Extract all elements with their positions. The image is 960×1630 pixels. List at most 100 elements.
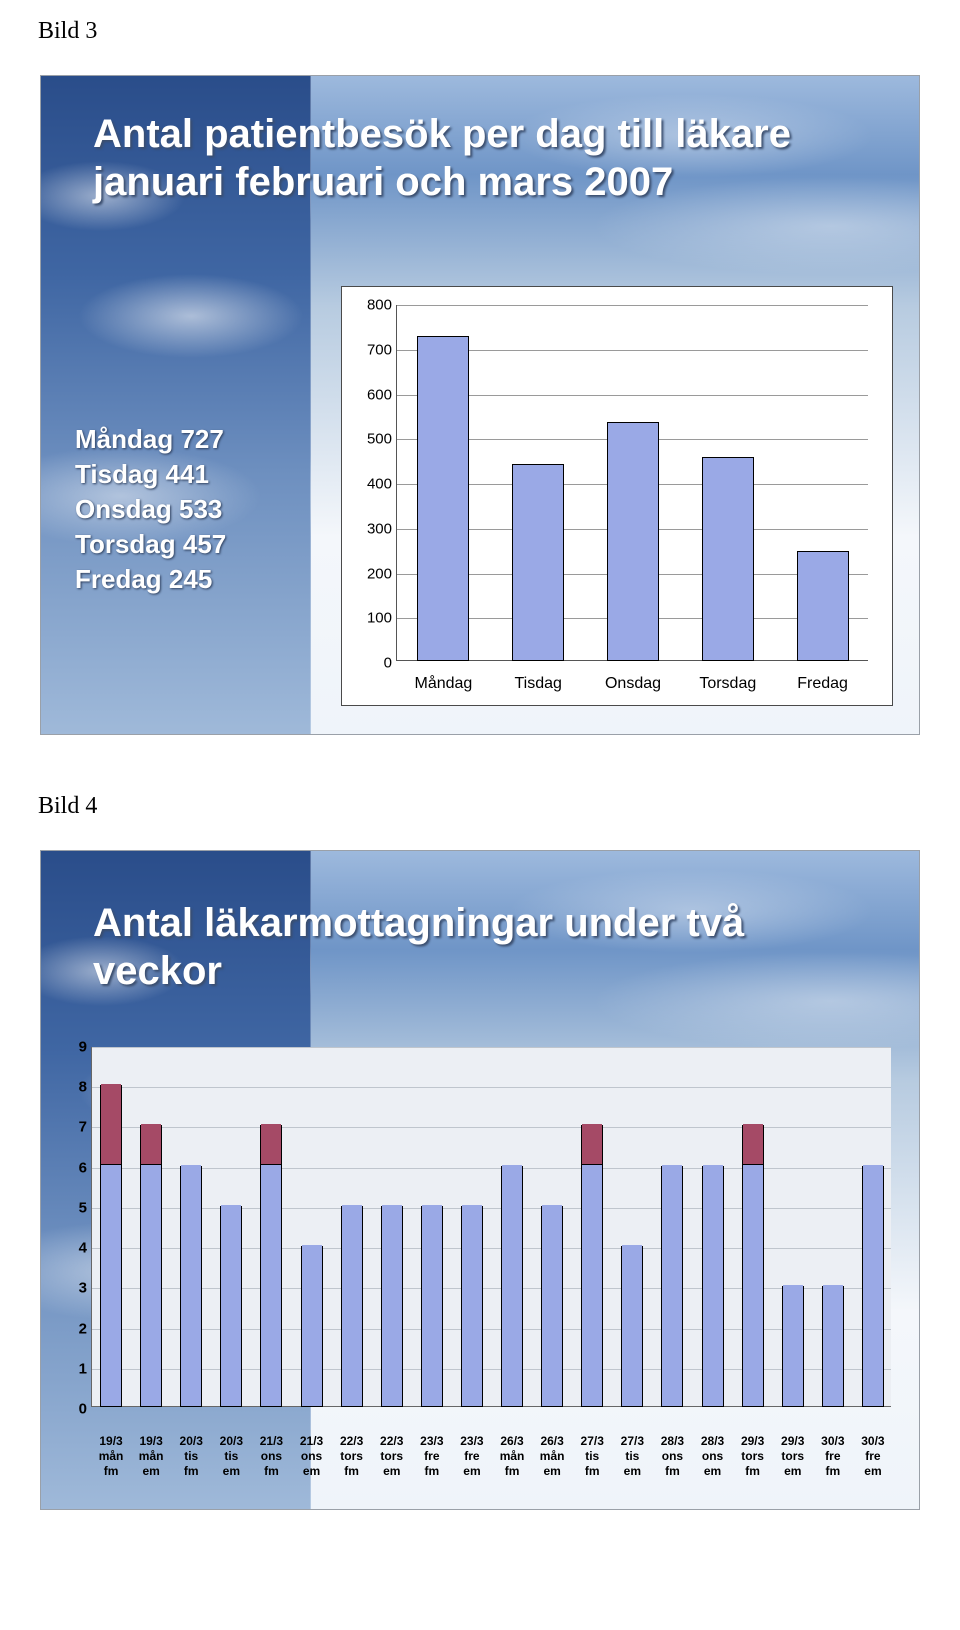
- chart2-bar: [461, 1206, 483, 1407]
- chart2-bar-base-segment: [141, 1165, 161, 1406]
- chart1-bar: [512, 464, 564, 661]
- chart2-xtick-label: 19/3 mån fm: [91, 1434, 131, 1479]
- chart2-xtick-label: 30/3 fre em: [853, 1434, 893, 1479]
- chart2-bar-base-segment: [823, 1285, 843, 1406]
- stat-row: Tisdag 441: [75, 457, 226, 492]
- chart1-bar: [702, 457, 754, 662]
- chart2-ytick-label: 4: [61, 1240, 87, 1257]
- chart2-bar-top-segment: [743, 1124, 763, 1164]
- chart2-xtick-label: 29/3 tors em: [773, 1434, 813, 1479]
- chart1-xtick-label: Onsdag: [586, 675, 681, 693]
- chart1-bar: [797, 551, 849, 661]
- chart2-bar-base-segment: [703, 1165, 723, 1406]
- chart2-bar: [621, 1246, 643, 1407]
- chart2-xtick-label: 23/3 fre em: [452, 1434, 492, 1479]
- chart2-bar-base-segment: [462, 1205, 482, 1406]
- chart2-bar: [301, 1246, 323, 1407]
- chart1-bar: [417, 336, 469, 661]
- chart2-ytick-label: 9: [61, 1039, 87, 1056]
- chart2-xtick-label: 28/3 ons fm: [652, 1434, 692, 1479]
- chart2-bar: [140, 1125, 162, 1407]
- chart2-xtick-label: 22/3 tors fm: [332, 1434, 372, 1479]
- chart2-bar-top-segment: [101, 1084, 121, 1164]
- chart2-xtick-label: 26/3 mån em: [532, 1434, 572, 1479]
- chart1-ytick-label: 0: [352, 655, 392, 672]
- chart2-bar-base-segment: [502, 1165, 522, 1406]
- chart2-bar-base-segment: [342, 1205, 362, 1406]
- chart2-bar: [782, 1286, 804, 1407]
- chart2-bar-base-segment: [181, 1165, 201, 1406]
- chart2-bar-base-segment: [542, 1205, 562, 1406]
- chart2-ytick-label: 0: [61, 1401, 87, 1418]
- chart2-bar: [260, 1125, 282, 1407]
- chart2-bar: [220, 1206, 242, 1407]
- slide-1-stats-block: Måndag 727Tisdag 441Onsdag 533Torsdag 45…: [75, 422, 226, 597]
- chart1-xtick-label: Torsdag: [680, 675, 775, 693]
- chart2-xtick-label: 20/3 tis em: [211, 1434, 251, 1479]
- chart2-xtick-label: 27/3 tis em: [612, 1434, 652, 1479]
- chart2-bar: [421, 1206, 443, 1407]
- chart2-ytick-label: 6: [61, 1159, 87, 1176]
- chart2-bar: [581, 1125, 603, 1407]
- chart2-bar-base-segment: [101, 1165, 121, 1406]
- stat-row: Måndag 727: [75, 422, 226, 457]
- chart2-xtick-label: 22/3 tors em: [372, 1434, 412, 1479]
- chart2-bar-base-segment: [382, 1205, 402, 1406]
- chart2-xtick-label: 19/3 mån em: [131, 1434, 171, 1479]
- chart2-xtick-label: 27/3 tis fm: [572, 1434, 612, 1479]
- chart2-xtick-label: 29/3 tors fm: [733, 1434, 773, 1479]
- chart2-ytick-label: 5: [61, 1199, 87, 1216]
- page-label-mid: Bild 4: [0, 775, 960, 830]
- chart2-ytick-label: 7: [61, 1119, 87, 1136]
- chart2-bar: [100, 1085, 122, 1407]
- chart2-bar-base-segment: [863, 1165, 883, 1406]
- chart1-bar: [607, 422, 659, 661]
- chart2-xtick-label: 26/3 mån fm: [492, 1434, 532, 1479]
- chart2-bar: [661, 1166, 683, 1407]
- chart2-ytick-label: 8: [61, 1079, 87, 1096]
- chart2-xtick-label: 23/3 fre fm: [412, 1434, 452, 1479]
- chart1-ytick-label: 200: [352, 565, 392, 582]
- chart2-xtick-label: 20/3 tis fm: [171, 1434, 211, 1479]
- chart2-bar: [702, 1166, 724, 1407]
- chart1-xtick-label: Måndag: [396, 675, 491, 693]
- chart1-ytick-label: 800: [352, 297, 392, 314]
- chart2-xtick-label: 30/3 fre fm: [813, 1434, 853, 1479]
- stat-row: Torsdag 457: [75, 527, 226, 562]
- chart2-bar: [541, 1206, 563, 1407]
- chart2-bar: [822, 1286, 844, 1407]
- chart2-bar: [180, 1166, 202, 1407]
- chart2-bar-top-segment: [582, 1124, 602, 1164]
- slide-1-title: Antal patientbesök per dag till läkare j…: [93, 110, 883, 206]
- chart2-bar-base-segment: [743, 1165, 763, 1406]
- chart1-ytick-label: 600: [352, 386, 392, 403]
- chart2-bar-base-segment: [261, 1165, 281, 1406]
- chart2-bar-top-segment: [141, 1124, 161, 1164]
- chart1-ytick-label: 400: [352, 476, 392, 493]
- chart1-ytick-label: 100: [352, 610, 392, 627]
- chart2-bar: [862, 1166, 884, 1407]
- chart2-xtick-label: 21/3 ons em: [292, 1434, 332, 1479]
- chart1-ytick-label: 300: [352, 520, 392, 537]
- chart2-bar-base-segment: [221, 1205, 241, 1406]
- slide-2-chart: 012345678919/3 mån fm19/3 mån em20/3 tis…: [61, 1041, 899, 1479]
- chart2-bar: [501, 1166, 523, 1407]
- chart2-bar-base-segment: [302, 1245, 322, 1406]
- chart2-xtick-label: 21/3 ons fm: [251, 1434, 291, 1479]
- stat-row: Onsdag 533: [75, 492, 226, 527]
- chart2-bar-top-segment: [261, 1124, 281, 1164]
- chart2-xtick-label: 28/3 ons em: [693, 1434, 733, 1479]
- slide-1-chart: 0100200300400500600700800MåndagTisdagOns…: [341, 286, 893, 706]
- page-label-top: Bild 3: [0, 0, 960, 55]
- chart2-bar-base-segment: [582, 1165, 602, 1406]
- chart2-ytick-label: 1: [61, 1360, 87, 1377]
- chart2-bar: [742, 1125, 764, 1407]
- chart1-xtick-label: Fredag: [775, 675, 870, 693]
- chart1-xtick-label: Tisdag: [491, 675, 586, 693]
- chart2-bar-base-segment: [422, 1205, 442, 1406]
- chart2-ytick-label: 3: [61, 1280, 87, 1297]
- slide-1: Antal patientbesök per dag till läkare j…: [40, 75, 920, 735]
- chart2-ytick-label: 2: [61, 1320, 87, 1337]
- chart2-bar: [381, 1206, 403, 1407]
- chart2-bar-base-segment: [783, 1285, 803, 1406]
